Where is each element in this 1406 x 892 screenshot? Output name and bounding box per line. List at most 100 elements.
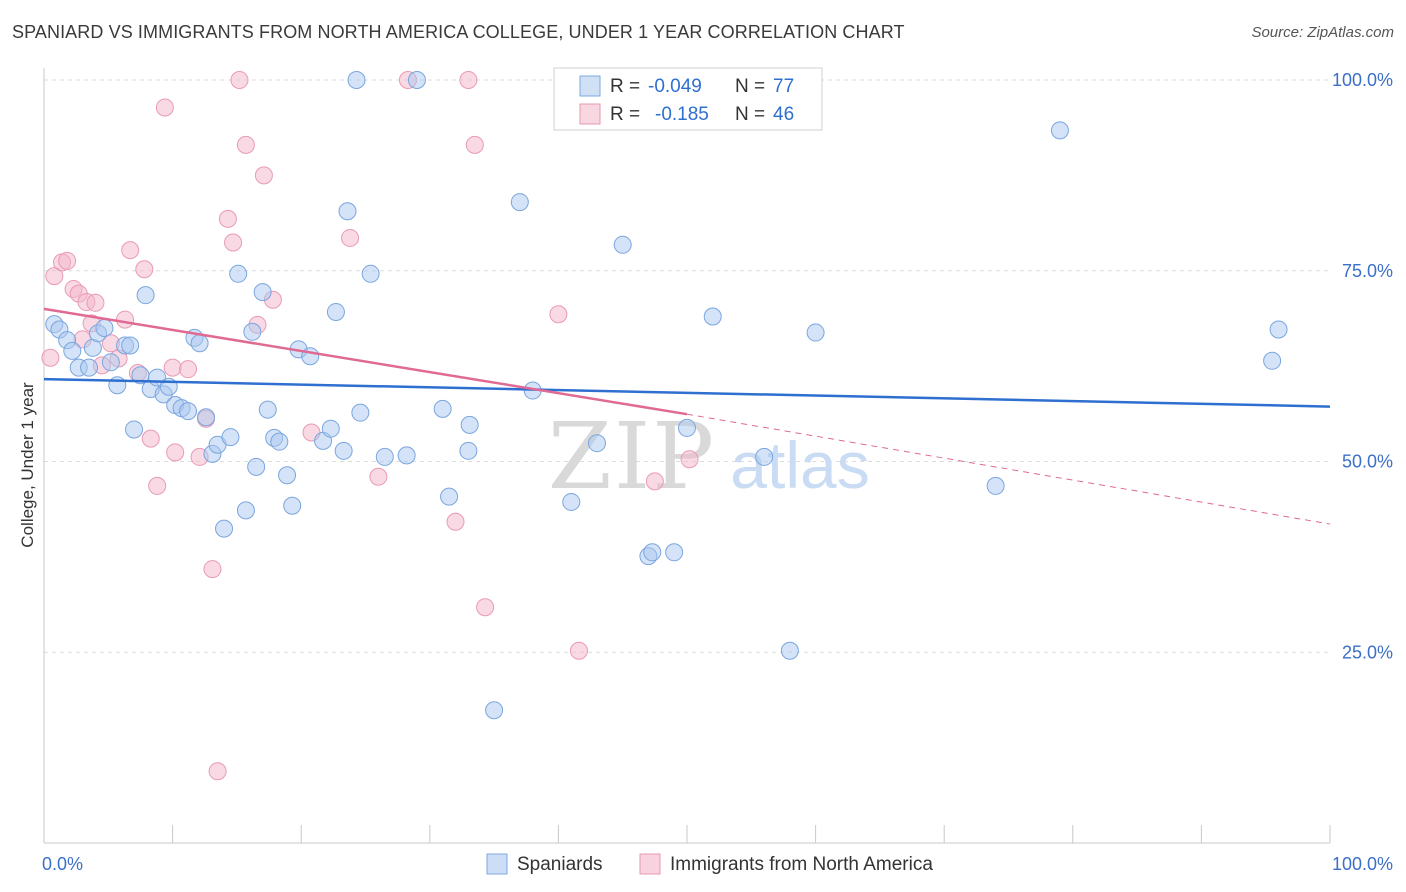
spaniards-point [1050,121,1069,140]
spaniards-point [1269,320,1288,339]
immigrants-point [121,241,140,260]
spaniards-point [270,432,289,451]
spaniards-point [63,341,82,360]
spaniards-point [95,318,114,337]
immigrants-point [236,135,255,154]
spaniards-point [121,336,140,355]
spaniards-point [562,492,581,511]
spaniards-point [179,402,198,421]
immigrants-point [446,512,465,531]
axes [43,68,1331,844]
spaniards-point [485,701,504,720]
legend-swatch-spaniards [579,75,601,97]
spaniards-point [247,457,266,476]
watermark: ZIP atlas [548,403,870,510]
immigrants-points [41,71,699,781]
source-label: Source: ZipAtlas.com [1251,24,1394,41]
spaniards-point [703,307,722,326]
legend-n-value-2: 46 [773,104,794,125]
y-tick-label: 100.0% [1332,70,1393,90]
legend-r-label-2: R = [610,104,640,125]
spaniards-point [643,543,662,562]
spaniards-point [806,323,825,342]
spaniards-points [45,71,1288,720]
x-tick-labels: 0.0% 100.0% [42,854,1393,874]
immigrants-trend-line [43,307,688,416]
spaniards-point [125,420,144,439]
legend-n-label-2: N = [735,104,765,125]
immigrants-point [41,348,60,367]
spaniards-point [253,283,272,302]
legend-n-label-1: N = [735,76,765,97]
spaniards-point [229,264,248,283]
legend-swatch-spaniards-bottom [486,853,508,875]
spaniards-point [440,487,459,506]
spaniards-point [407,71,426,89]
immigrants-trend-extension [686,413,1331,525]
spaniards-point [755,447,774,466]
immigrants-point [341,228,360,247]
immigrants-point [680,450,699,469]
x-tick-label: 0.0% [42,854,83,874]
legend-r-value-1: -0.049 [648,76,702,97]
legend-r-value-2: -0.185 [655,104,709,125]
immigrants-point [224,233,243,252]
spaniards-point [613,235,632,254]
legend-n-value-1: 77 [773,76,794,97]
immigrants-point [86,293,105,312]
spaniards-trend-line [43,377,1331,408]
watermark-atlas: atlas [730,428,869,502]
immigrants-point [645,472,664,491]
immigrants-point [208,762,227,781]
immigrants-point [116,310,135,329]
immigrants-point [369,467,388,486]
legend-label-spaniards: Spaniards [517,854,603,875]
immigrants-point [218,209,237,228]
spaniards-point [678,418,696,437]
immigrants-point [459,71,478,89]
spaniards-point [338,202,357,221]
spaniards-point [80,358,99,377]
spaniards-point [321,419,340,438]
immigrants-point [476,598,495,617]
immigrants-point [58,251,77,270]
spaniards-point [215,519,234,538]
immigrants-point [155,98,174,117]
immigrants-point [148,476,167,495]
immigrants-point [549,305,568,324]
spaniards-point [236,501,255,520]
legend-swatch-immigrants-bottom [639,853,661,875]
spaniards-point [780,641,799,660]
immigrants-point [141,429,160,448]
spaniards-point [326,302,345,321]
trend-lines [43,307,1331,525]
legend-label-immigrants: Immigrants from North America [670,854,933,875]
y-tick-label: 75.0% [1342,261,1393,281]
spaniards-point [433,399,452,418]
spaniards-point [397,446,416,465]
spaniards-point [283,496,302,515]
spaniards-point [587,434,606,453]
y-tick-labels: 25.0% 50.0% 75.0% 100.0% [1332,70,1393,662]
spaniards-point [278,466,297,485]
spaniards-point [136,286,155,305]
spaniards-point [101,353,120,372]
legend-r-label-1: R = [610,76,640,97]
spaniards-point [665,543,684,562]
immigrants-point [203,560,222,579]
spaniards-point [197,408,216,427]
series-legend: Spaniards Immigrants from North America [486,853,933,875]
immigrants-point [230,71,249,89]
spaniards-point [375,447,394,466]
y-tick-label: 50.0% [1342,452,1393,472]
spaniards-point [460,415,479,434]
immigrants-point [166,443,185,462]
spaniards-point [221,428,240,447]
chart-title: SPANIARD VS IMMIGRANTS FROM NORTH AMERIC… [12,22,905,42]
immigrants-point [465,135,484,154]
spaniards-point [459,441,478,460]
legend-swatch-immigrants [579,103,601,125]
gridlines [44,79,1330,653]
spaniards-point [243,322,262,341]
